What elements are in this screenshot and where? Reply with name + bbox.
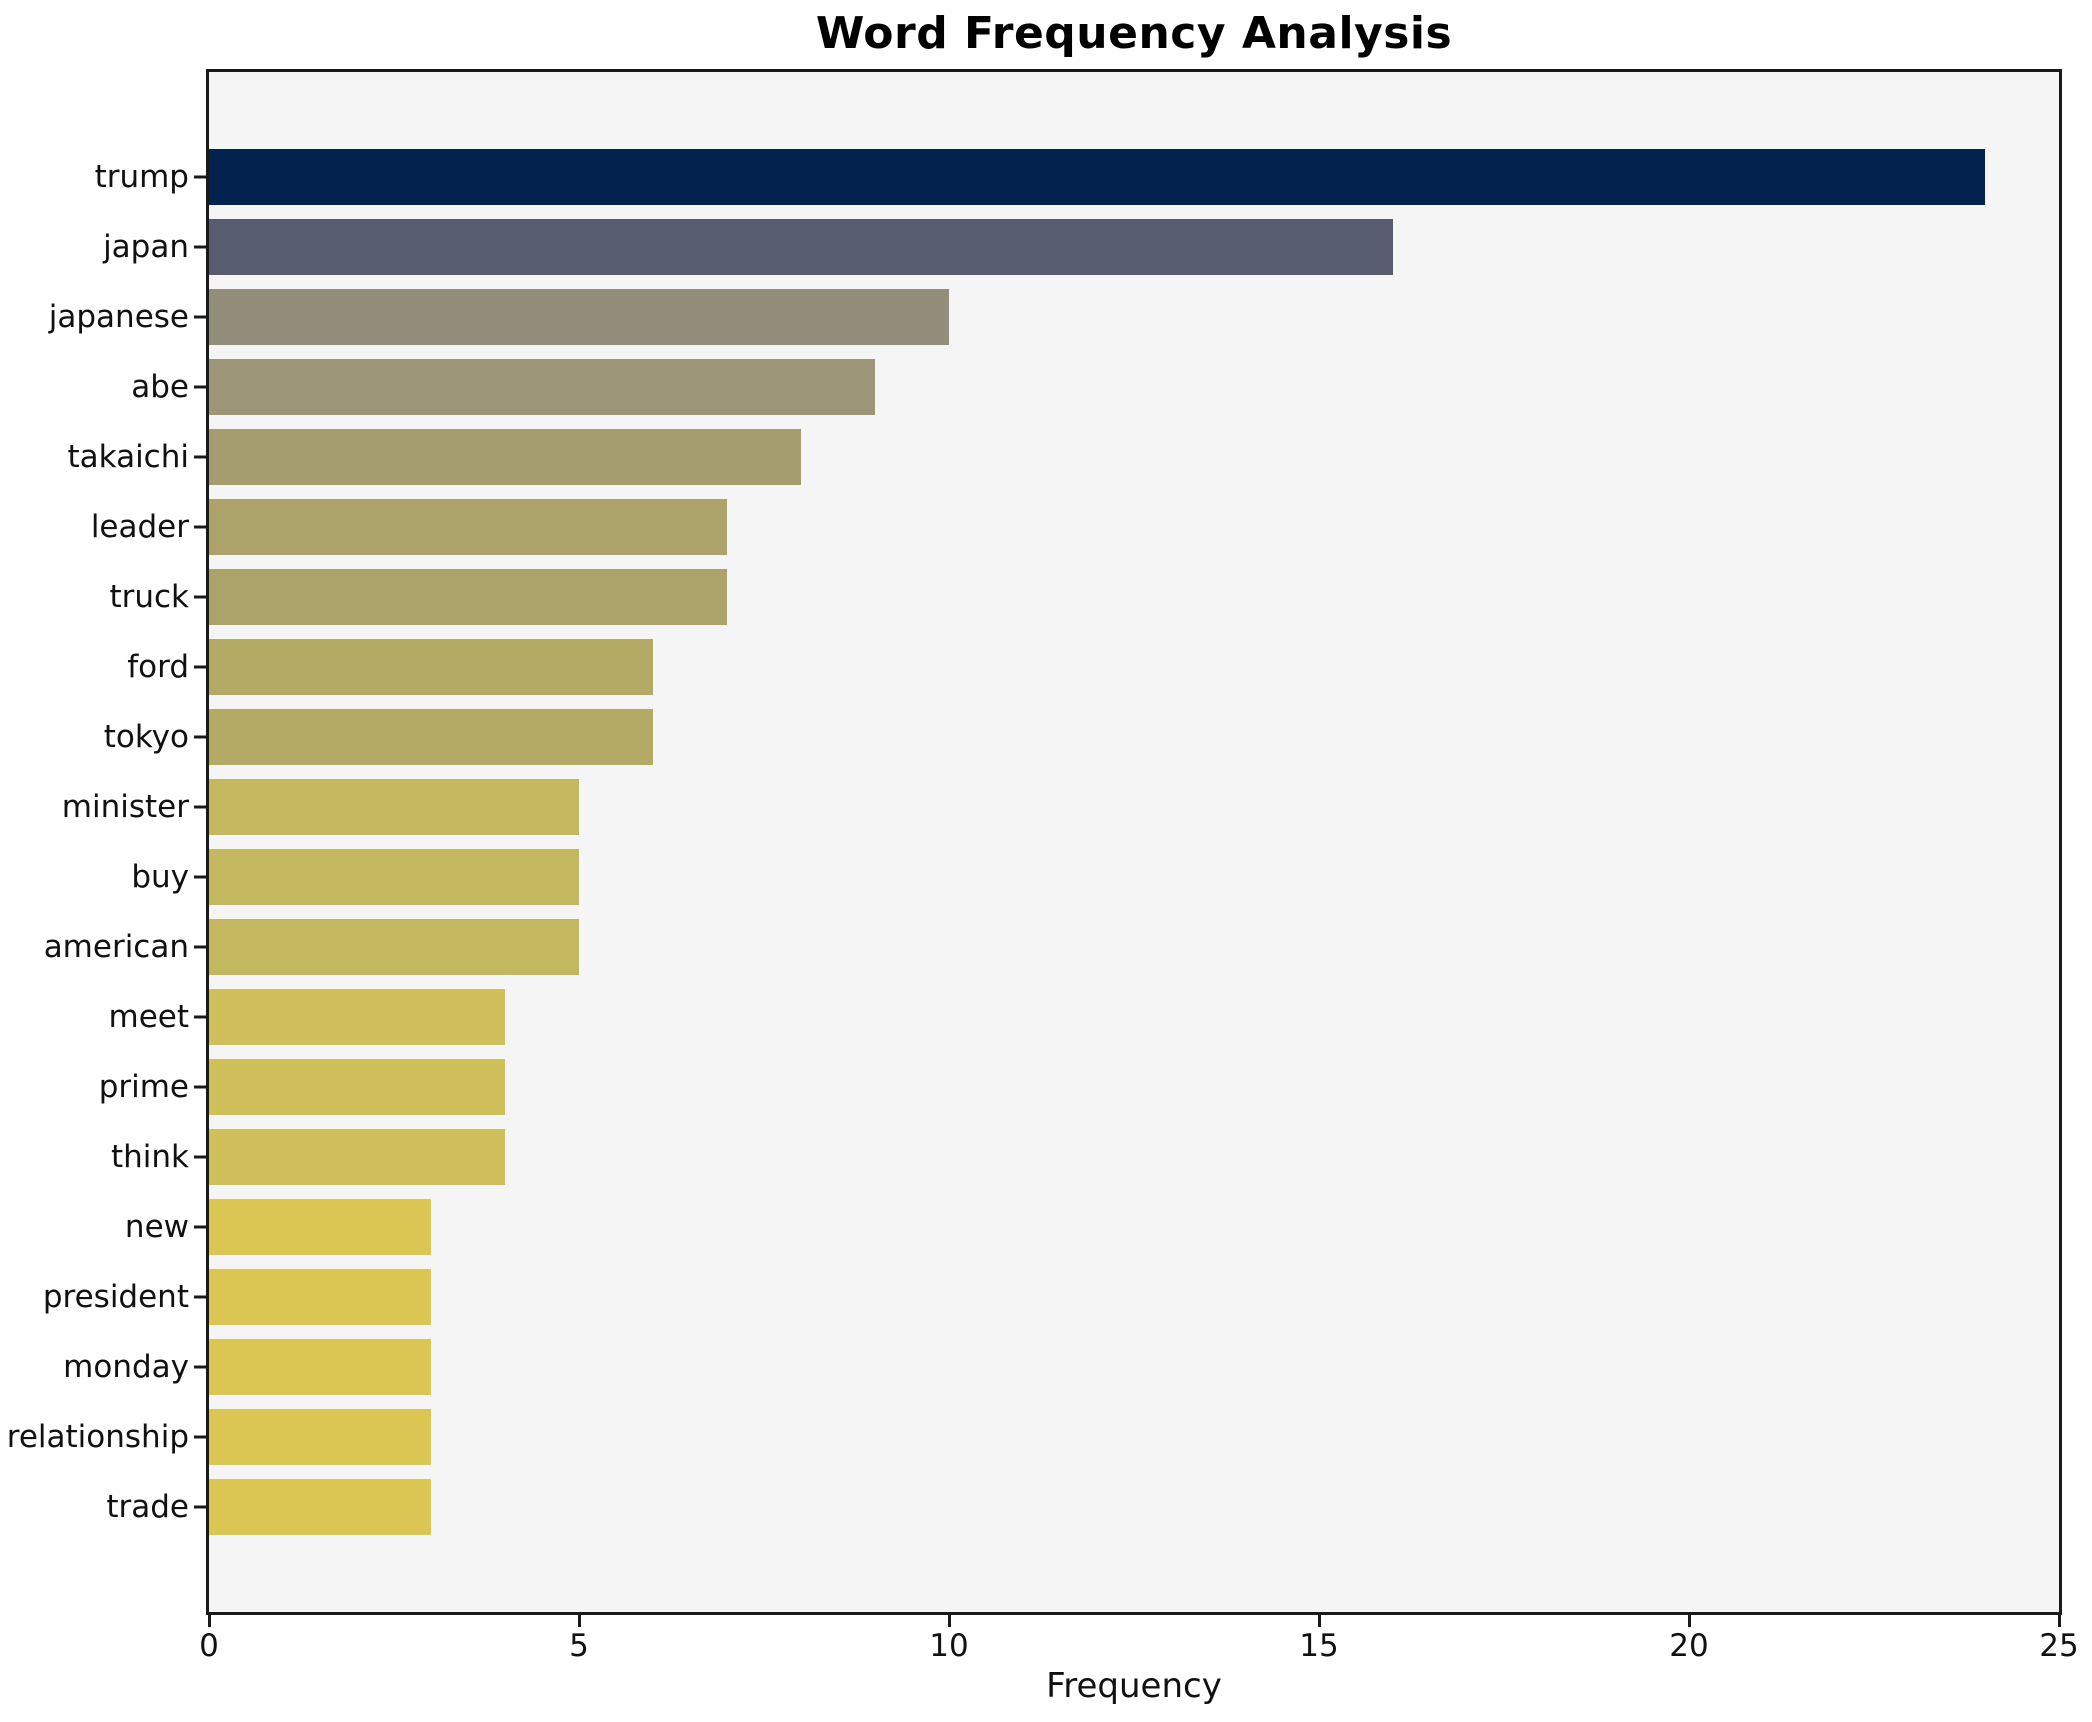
- bar-takaichi: [209, 429, 801, 485]
- y-label-trade: trade: [106, 1489, 189, 1525]
- x-tick-label-20: 20: [1669, 1628, 1709, 1664]
- bar-row-prime: [194, 1052, 2059, 1122]
- bar-row-relationship: [194, 1402, 2059, 1472]
- bar-minister: [209, 779, 579, 835]
- bar-row-american: [194, 912, 2059, 982]
- y-tick-mark: [194, 315, 206, 319]
- y-label-monday: monday: [63, 1349, 189, 1385]
- bar-row-buy: [194, 842, 2059, 912]
- x-tick-mark: [207, 1615, 211, 1627]
- bar-buy: [209, 849, 579, 905]
- y-label-japan: japan: [103, 229, 189, 265]
- bar-trade: [209, 1479, 431, 1535]
- y-tick-mark: [194, 1365, 206, 1369]
- plot-area: [194, 69, 2062, 1615]
- y-tick-mark: [194, 1015, 206, 1019]
- x-tick-mark: [1317, 1615, 1321, 1627]
- x-axis-label: Frequency: [1046, 1666, 1222, 1706]
- chart-title: Word Frequency Analysis: [815, 8, 1453, 59]
- bar-rows: [194, 72, 2059, 1612]
- y-label-minister: minister: [61, 789, 189, 825]
- bar-american: [209, 919, 579, 975]
- bar-meet: [209, 989, 505, 1045]
- bar-row-new: [194, 1192, 2059, 1262]
- bar-row-takaichi: [194, 422, 2059, 492]
- y-tick-mark: [194, 1225, 206, 1229]
- y-tick-mark: [194, 1505, 206, 1509]
- x-tick-label-0: 0: [199, 1628, 219, 1664]
- bar-trump: [209, 149, 1985, 205]
- bar-president: [209, 1269, 431, 1325]
- y-tick-mark: [194, 385, 206, 389]
- bar-row-think: [194, 1122, 2059, 1192]
- y-label-meet: meet: [108, 999, 190, 1035]
- y-tick-mark: [194, 1155, 206, 1159]
- bar-row-japan: [194, 212, 2059, 282]
- bar-row-japanese: [194, 282, 2059, 352]
- x-tick-label-25: 25: [2039, 1628, 2079, 1664]
- y-tick-mark: [194, 455, 206, 459]
- x-tick-label-15: 15: [1299, 1628, 1339, 1664]
- x-tick-mark: [2057, 1615, 2061, 1627]
- x-tick-mark: [577, 1615, 581, 1627]
- bar-row-ford: [194, 632, 2059, 702]
- y-label-trump: trump: [94, 159, 189, 195]
- x-tick-label-10: 10: [929, 1628, 969, 1664]
- x-tick-mark: [947, 1615, 951, 1627]
- y-tick-mark: [194, 1085, 206, 1089]
- x-tick-label-5: 5: [569, 1628, 589, 1664]
- y-label-president: president: [42, 1279, 189, 1315]
- bar-row-trade: [194, 1472, 2059, 1542]
- y-label-truck: truck: [109, 579, 189, 615]
- y-tick-mark: [194, 945, 206, 949]
- bar-japanese: [209, 289, 949, 345]
- bar-truck: [209, 569, 727, 625]
- bar-japan: [209, 219, 1393, 275]
- y-label-american: american: [43, 929, 189, 965]
- y-tick-mark: [194, 805, 206, 809]
- bar-row-minister: [194, 772, 2059, 842]
- bar-prime: [209, 1059, 505, 1115]
- y-label-think: think: [110, 1139, 189, 1175]
- bar-row-monday: [194, 1332, 2059, 1402]
- y-tick-mark: [194, 875, 206, 879]
- bar-row-meet: [194, 982, 2059, 1052]
- bar-row-president: [194, 1262, 2059, 1332]
- y-label-new: new: [124, 1209, 189, 1245]
- y-tick-mark: [194, 245, 206, 249]
- y-label-japanese: japanese: [48, 299, 189, 335]
- y-axis-labels: trump japan japanese abe takaichi leader truck…: [0, 72, 189, 1612]
- bar-abe: [209, 359, 875, 415]
- bar-row-leader: [194, 492, 2059, 562]
- y-label-leader: leader: [90, 509, 189, 545]
- y-label-takaichi: takaichi: [67, 439, 189, 475]
- y-tick-mark: [194, 1435, 206, 1439]
- bar-tokyo: [209, 709, 653, 765]
- y-label-abe: abe: [131, 369, 189, 405]
- bar-relationship: [209, 1409, 431, 1465]
- bar-row-abe: [194, 352, 2059, 422]
- bar-ford: [209, 639, 653, 695]
- y-label-prime: prime: [98, 1069, 189, 1105]
- y-label-buy: buy: [131, 859, 189, 895]
- y-tick-mark: [194, 1295, 206, 1299]
- y-label-ford: ford: [127, 649, 189, 685]
- x-tick-mark: [1687, 1615, 1691, 1627]
- bar-leader: [209, 499, 727, 555]
- y-tick-mark: [194, 595, 206, 599]
- bar-row-tokyo: [194, 702, 2059, 772]
- bar-new: [209, 1199, 431, 1255]
- y-tick-mark: [194, 175, 206, 179]
- bar-think: [209, 1129, 505, 1185]
- bar-monday: [209, 1339, 431, 1395]
- y-tick-mark: [194, 735, 206, 739]
- bar-row-truck: [194, 562, 2059, 632]
- y-tick-mark: [194, 525, 206, 529]
- bar-row-trump: [194, 142, 2059, 212]
- y-tick-mark: [194, 665, 206, 669]
- y-label-relationship: relationship: [6, 1419, 189, 1455]
- y-label-tokyo: tokyo: [103, 719, 189, 755]
